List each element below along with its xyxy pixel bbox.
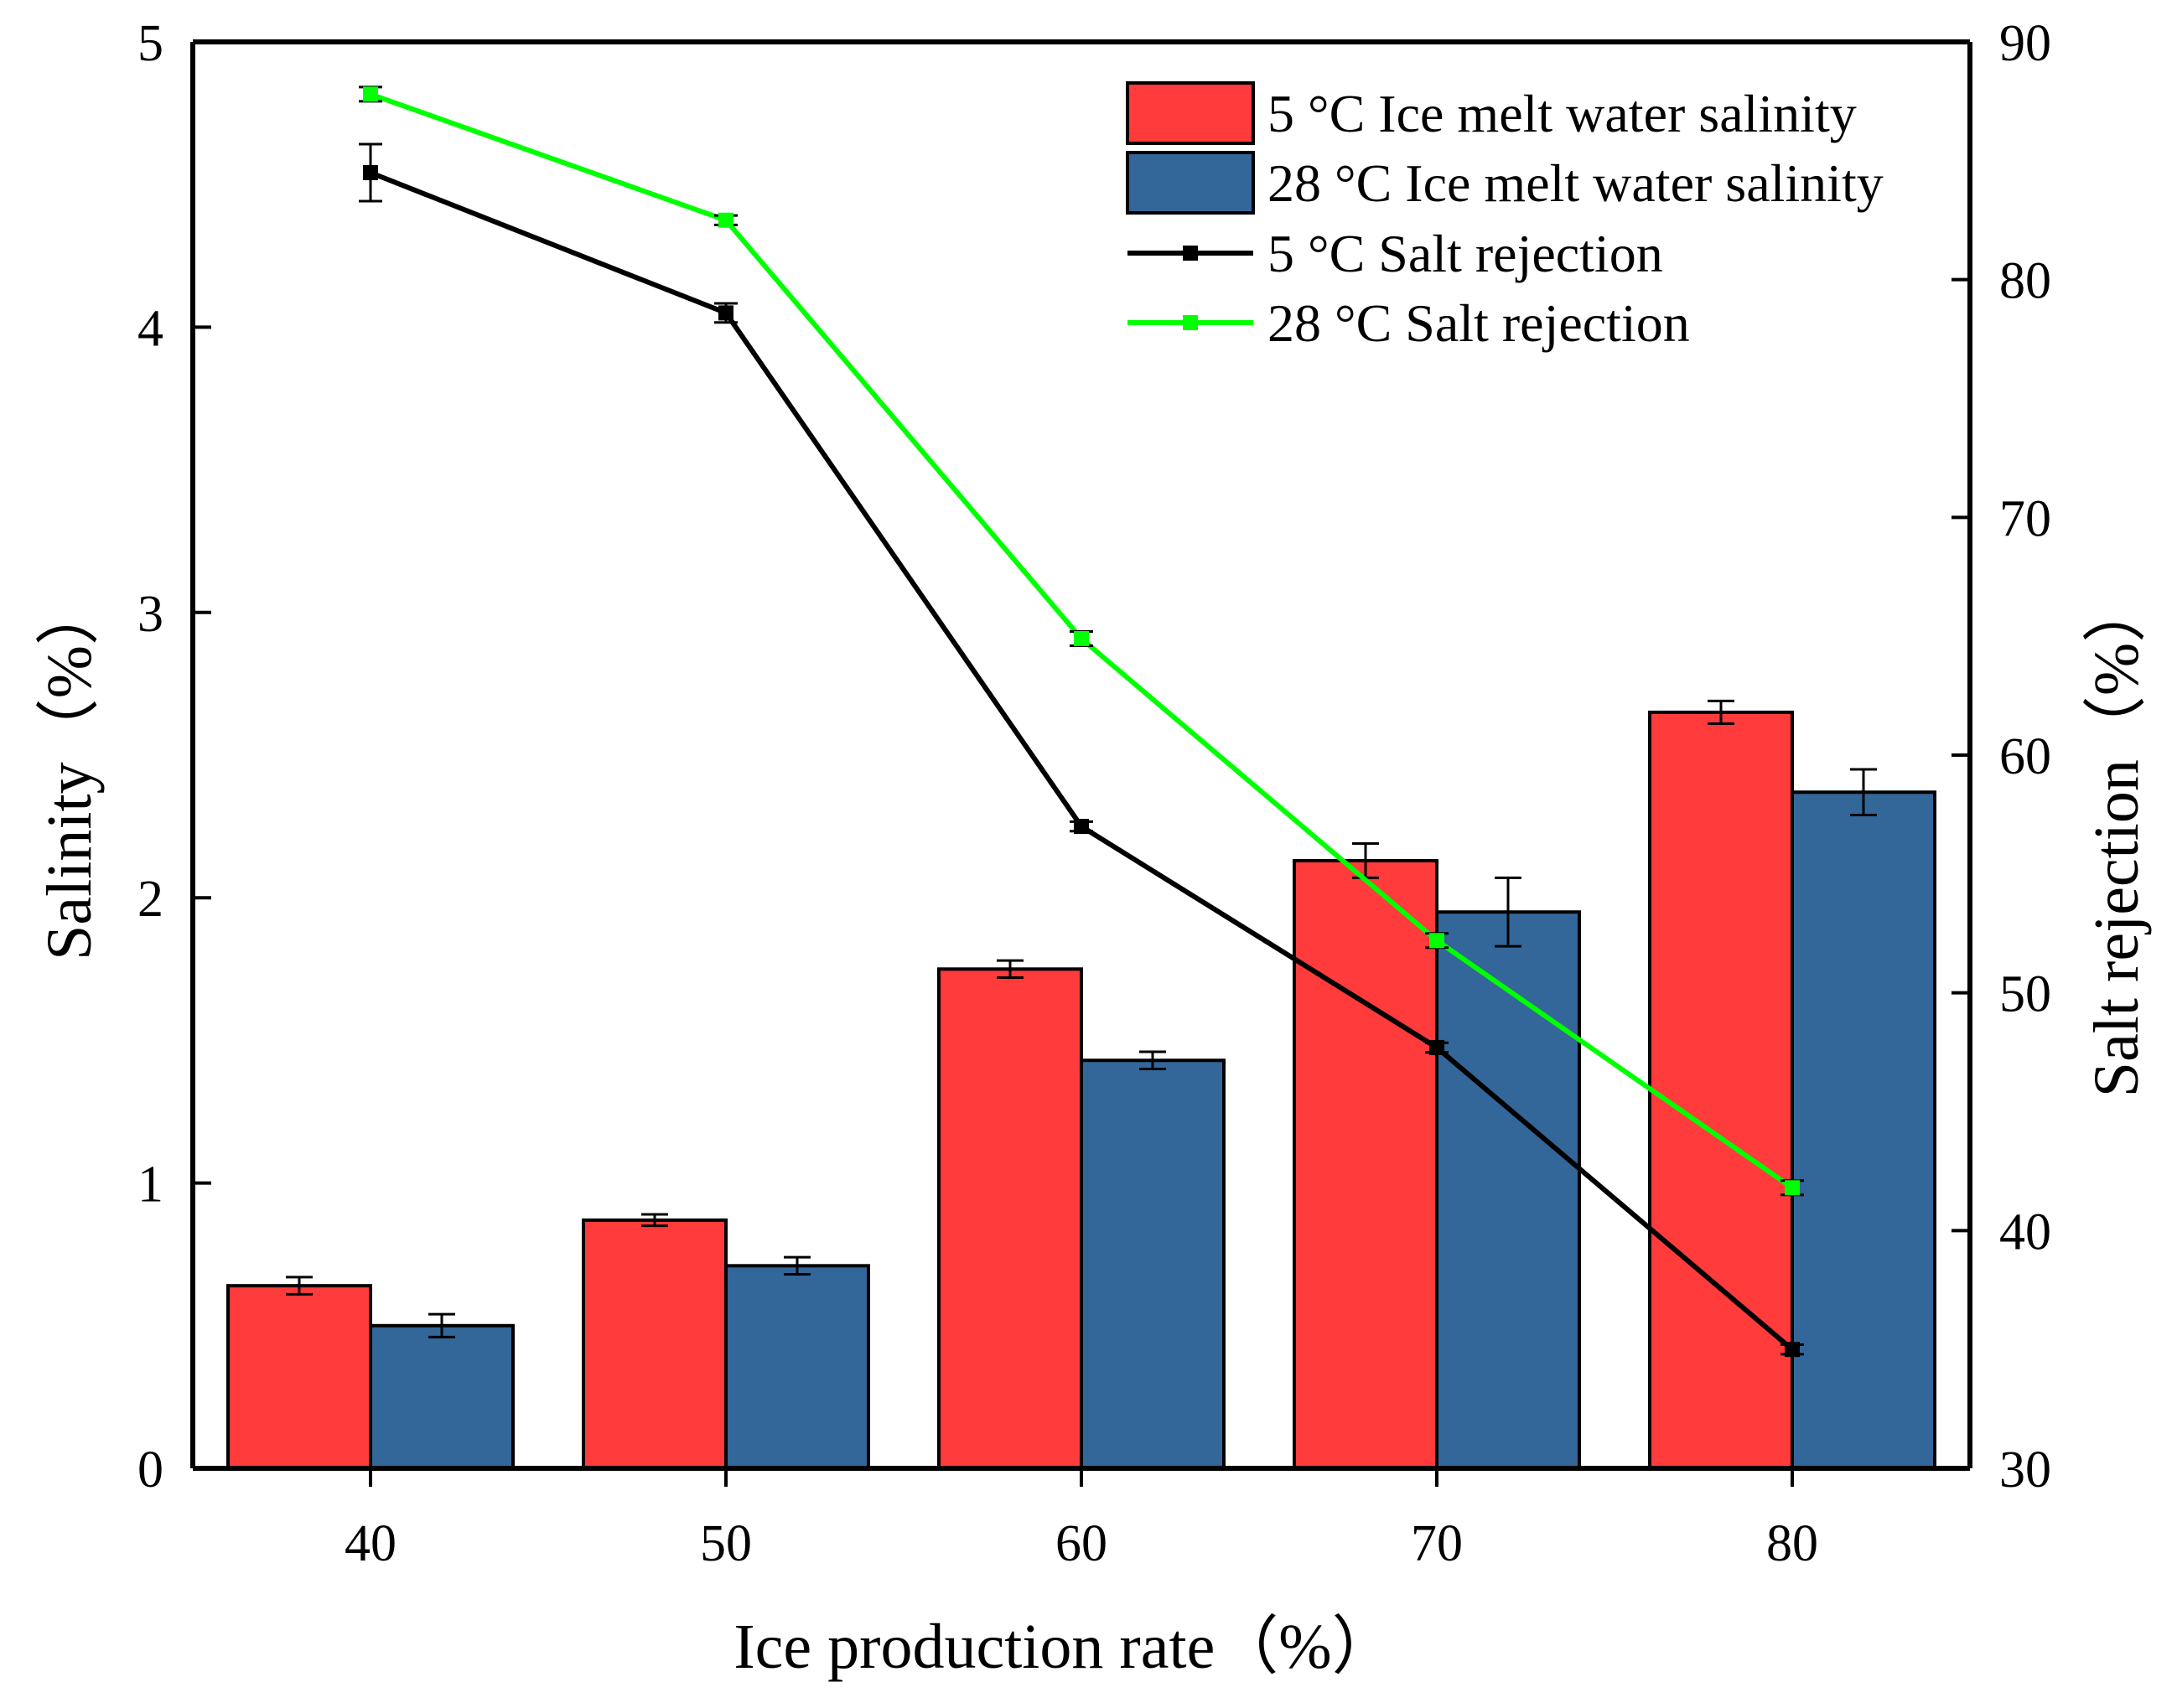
left-tick-label-4: 4: [137, 300, 163, 357]
x-axis-label: Ice production rate（%）: [733, 1612, 1395, 1682]
bar-s1-40: [369, 1323, 515, 1471]
right-tick-label-60: 60: [1999, 728, 2051, 785]
right-y-axis-label: Salt rejection（%）: [2081, 579, 2152, 1097]
legend-marker-line-s1: [1183, 315, 1198, 330]
legend-label-bar-s0: 5 °C Ice melt water salinity: [1267, 84, 1857, 143]
left-tick-label-5: 5: [137, 15, 163, 72]
x-tick-label-70: 70: [1411, 1515, 1463, 1572]
legend-label-line-s0: 5 °C Salt rejection: [1267, 224, 1663, 283]
legend: 5 °C Ice melt water salinity 28 °C Ice me…: [1126, 81, 1884, 353]
bars-layer: [226, 699, 1936, 1471]
bar-s0-40: [226, 1284, 372, 1471]
point-s1-60: [1074, 631, 1089, 647]
point-s1-80: [1785, 1180, 1800, 1196]
x-tick-label-40: 40: [345, 1515, 397, 1572]
bar-error-s1-50: [784, 1255, 811, 1276]
bar-s0-70: [1293, 858, 1438, 1470]
bar-s0-60: [937, 967, 1083, 1471]
bar-error-s1-40: [428, 1312, 455, 1338]
bar-error-s1-80: [1850, 768, 1877, 816]
bar-s1-70: [1435, 910, 1581, 1470]
bar-s1-80: [1791, 790, 1936, 1470]
bar-s1-50: [724, 1264, 870, 1471]
bar-s0-80: [1648, 710, 1794, 1470]
point-s1-50: [718, 212, 733, 228]
bar-error-s0-60: [997, 959, 1024, 980]
point-s1-40: [363, 86, 378, 102]
right-tick-label-80: 80: [1999, 253, 2051, 310]
left-tick-label-1: 1: [137, 1157, 163, 1214]
right-tick-label-30: 30: [1999, 1441, 2051, 1498]
bar-s1-60: [1080, 1058, 1226, 1471]
point-s0-70: [1429, 1039, 1444, 1055]
legend-swatch-bar-s0: [1126, 81, 1255, 145]
x-tick-label-60: 60: [1055, 1515, 1107, 1572]
bar-error-s0-50: [641, 1213, 668, 1228]
legend-swatch-bar-s1: [1126, 151, 1255, 215]
bar-error-s1-60: [1139, 1050, 1166, 1070]
bar-error-s0-40: [286, 1276, 313, 1296]
bar-error-s0-80: [1708, 699, 1734, 726]
bar-error-s1-70: [1495, 876, 1521, 948]
x-tick-label-80: 80: [1766, 1515, 1818, 1572]
lines-layer: [359, 85, 1804, 1358]
right-tick-label-50: 50: [1999, 966, 2051, 1023]
left-tick-label-2: 2: [137, 871, 163, 928]
bar-s0-50: [582, 1218, 728, 1471]
left-tick-label-0: 0: [137, 1441, 163, 1498]
axes-layer: 0 1 2 3 4 5 30 40 50 60 70 80 90 40 50 60 70 80: [137, 15, 2051, 1572]
legend-label-bar-s1: 28 °C Ice melt water salinity: [1267, 153, 1884, 213]
right-tick-label-90: 90: [1999, 15, 2051, 72]
x-tick-label-50: 50: [700, 1515, 752, 1572]
point-s0-50: [718, 305, 733, 321]
right-tick-label-70: 70: [1999, 490, 2051, 547]
left-tick-label-3: 3: [137, 586, 163, 643]
point-s0-60: [1074, 819, 1089, 835]
right-tick-label-40: 40: [1999, 1203, 2051, 1260]
legend-marker-line-s0: [1183, 246, 1198, 261]
point-s1-70: [1429, 933, 1444, 949]
left-y-axis-label: Salinity（%）: [34, 582, 105, 960]
point-s0-40: [363, 165, 378, 181]
legend-label-line-s1: 28 °C Salt rejection: [1267, 293, 1690, 353]
point-s0-80: [1785, 1342, 1800, 1358]
